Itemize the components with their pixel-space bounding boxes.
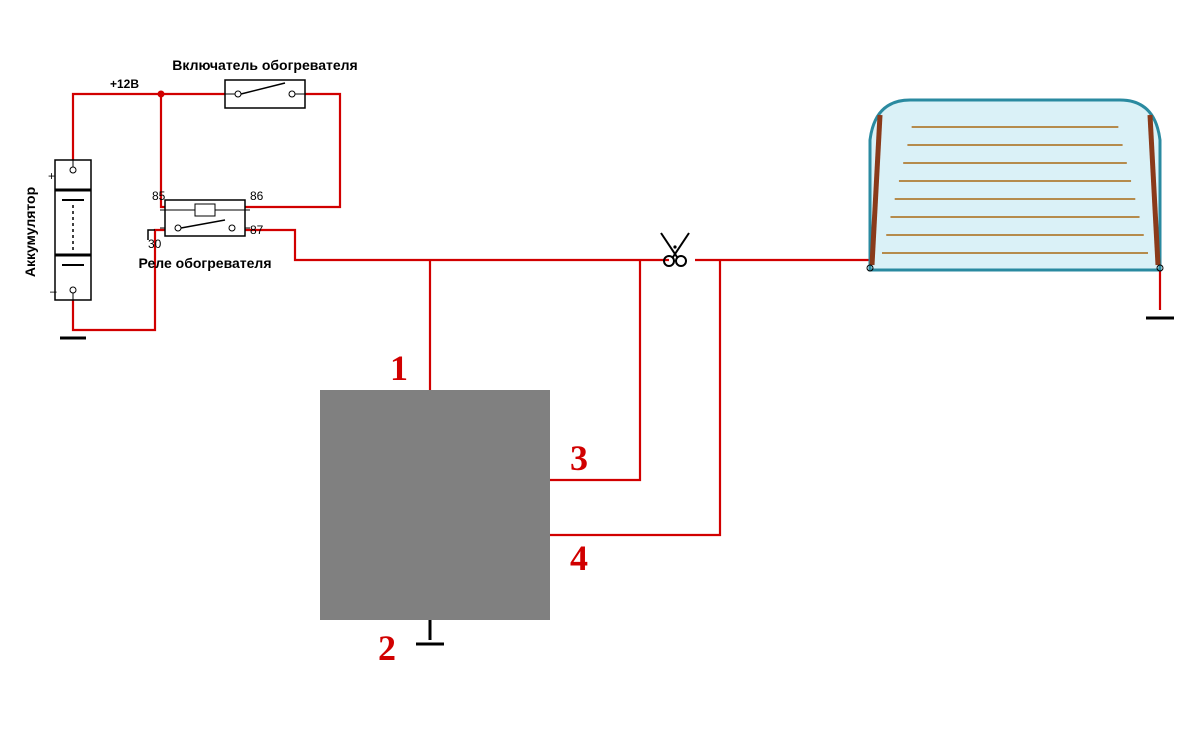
pin-30: 30: [148, 237, 162, 251]
svg-text:+: +: [48, 169, 55, 183]
junction-node: [158, 91, 165, 98]
module-box: [320, 390, 550, 620]
wire-pin3: [550, 260, 640, 480]
number-4: 4: [570, 538, 588, 578]
switch-label: Включатель обогревателя: [172, 57, 357, 73]
battery: + –: [48, 160, 91, 300]
number-3: 3: [570, 438, 588, 478]
heater-relay: [160, 200, 250, 236]
svg-text:–: –: [50, 284, 57, 298]
number-2: 2: [378, 628, 396, 668]
relay-label: Реле обогревателя: [139, 255, 272, 271]
pin-87: 87: [250, 223, 264, 237]
heater-switch: [225, 80, 305, 108]
wire-main-before-cut: [245, 230, 669, 260]
rear-window-heater: [867, 100, 1163, 271]
pin-86: 86: [250, 189, 264, 203]
pin-85: 85: [152, 189, 166, 203]
battery-label: Аккумулятор: [22, 187, 38, 277]
number-1: 1: [390, 348, 408, 388]
voltage-label: +12В: [110, 77, 139, 91]
wire-pin4: [550, 260, 720, 535]
wire-batt-to-node: [73, 94, 161, 160]
